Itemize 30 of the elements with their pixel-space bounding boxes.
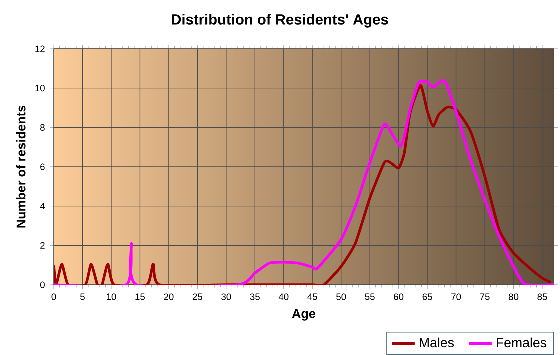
y-tick-label: 2 xyxy=(40,242,45,249)
y-tick-label: 8 xyxy=(40,124,45,131)
y-tick-label: 0 xyxy=(40,282,45,288)
x-tick-label: 80 xyxy=(508,294,519,300)
y-tick-label: 10 xyxy=(36,85,45,92)
y-axis-title: Number of residents xyxy=(16,106,26,228)
x-tick-label: 25 xyxy=(192,294,202,300)
x-tick-label: 60 xyxy=(394,294,404,300)
x-tick-label: 55 xyxy=(365,294,375,300)
y-tick-label: 6 xyxy=(40,164,45,170)
x-tick-label: 20 xyxy=(164,294,174,300)
legend-label: Females xyxy=(497,338,547,348)
x-tick-label: 45 xyxy=(308,294,318,300)
x-tick-label: 35 xyxy=(250,294,260,300)
chart-title: Distribution of Residents' Ages xyxy=(172,14,388,28)
x-tick-label: 50 xyxy=(336,294,346,300)
x-tick-label: 0 xyxy=(52,294,56,300)
x-tick-label: 75 xyxy=(480,294,490,300)
x-tick-label: 70 xyxy=(452,294,462,300)
x-tick-label: 15 xyxy=(136,294,145,300)
y-tick-label: 4 xyxy=(40,203,46,210)
y-tick-label: 12 xyxy=(36,46,45,52)
x-tick-label: 5 xyxy=(80,294,85,300)
x-tick-label: 40 xyxy=(278,294,289,300)
x-tick-label: 65 xyxy=(422,294,432,300)
legend-label: Males xyxy=(420,338,454,348)
x-tick-label: 10 xyxy=(107,294,116,300)
x-axis-title: Age xyxy=(292,309,316,321)
x-tick-label: 30 xyxy=(222,294,232,300)
x-tick-label: 85 xyxy=(538,294,548,300)
